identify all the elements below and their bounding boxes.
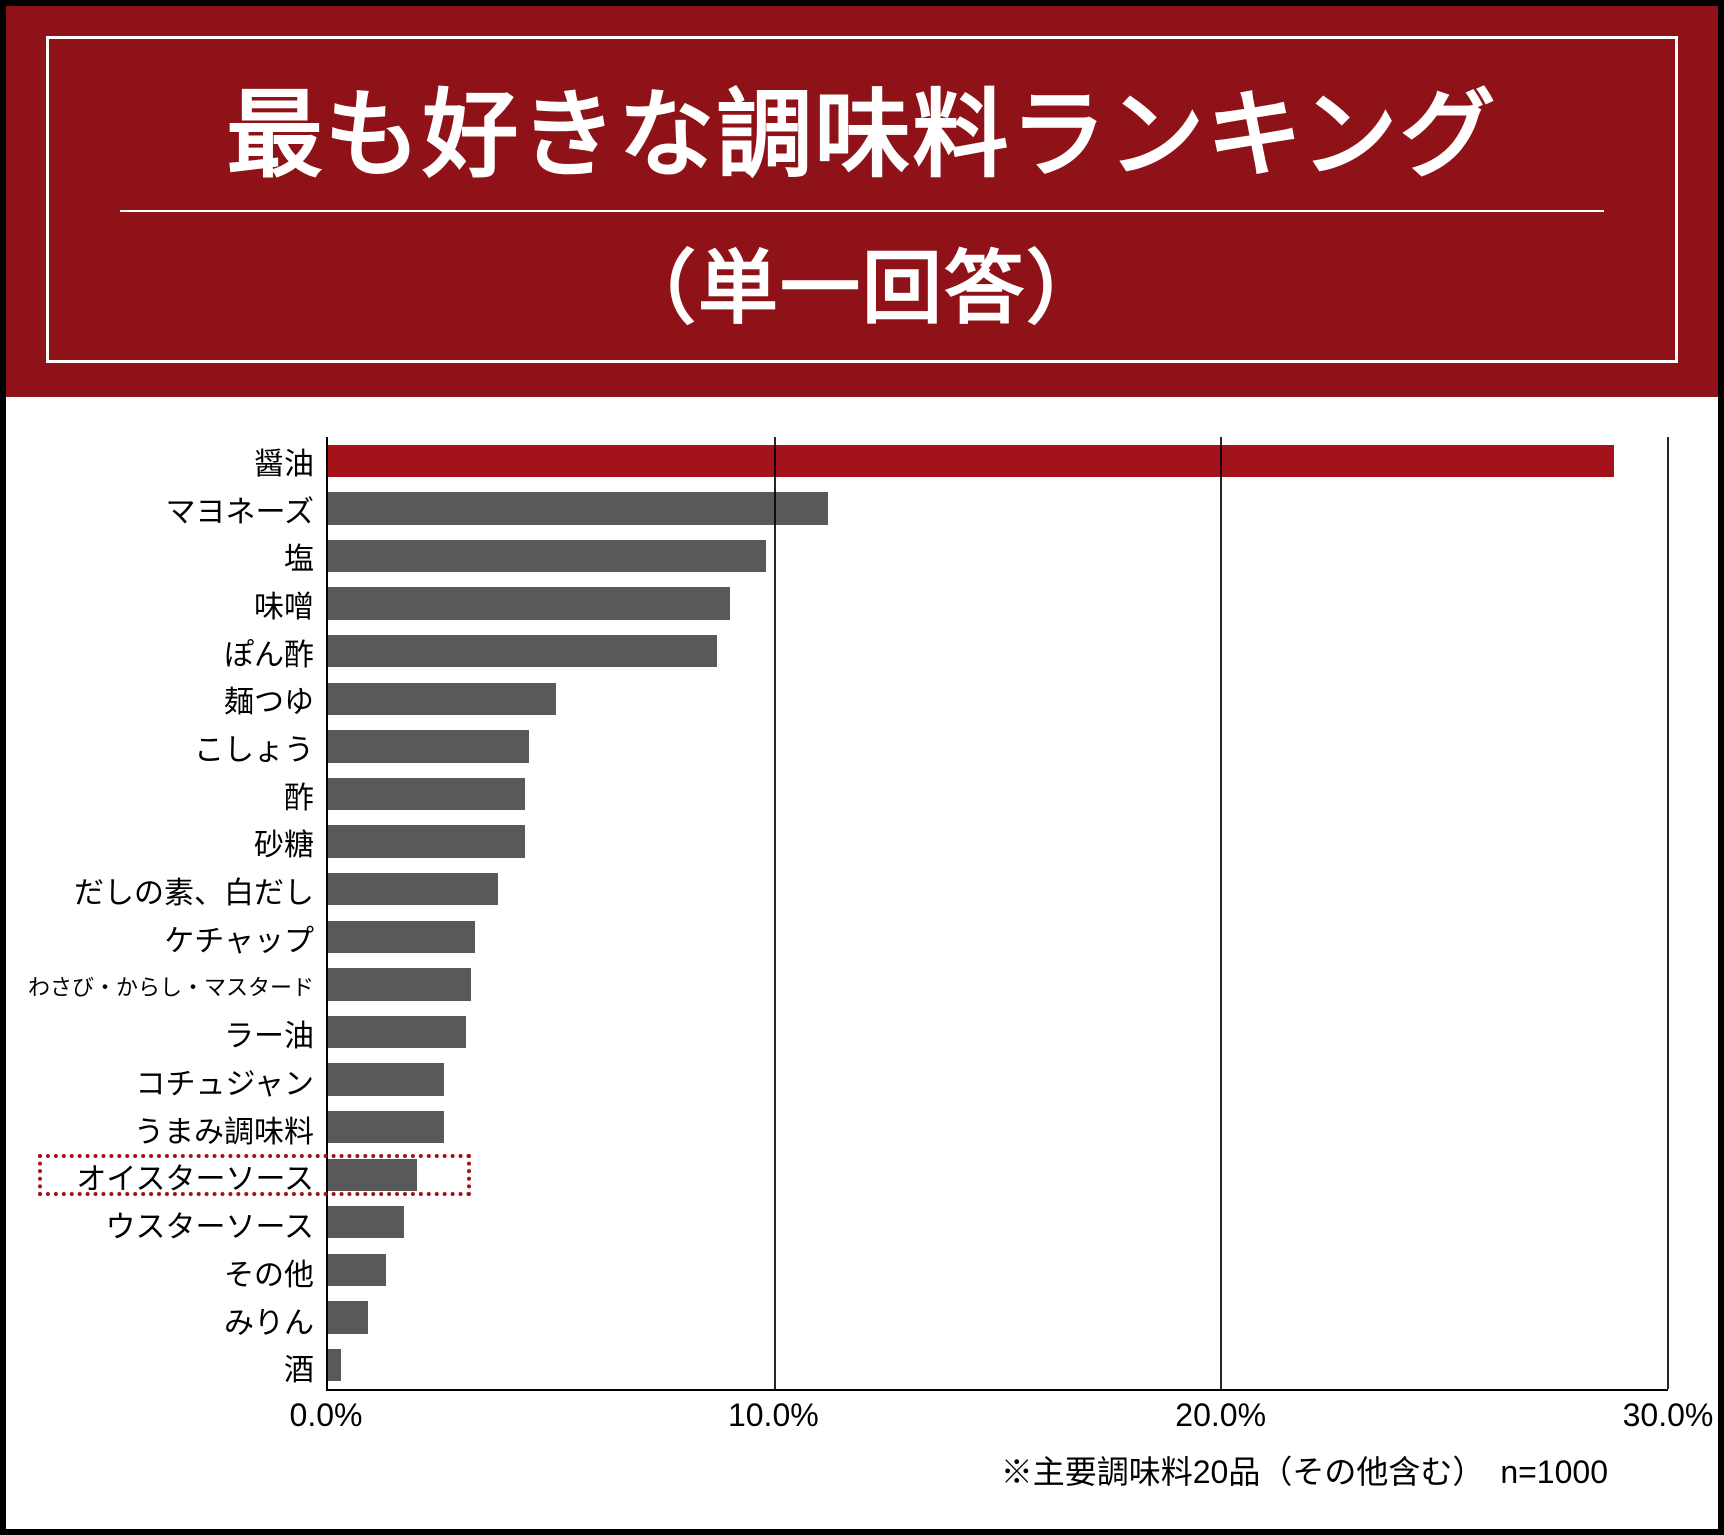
bar [328,873,498,905]
bar [328,492,828,524]
bar [328,587,730,619]
bar-slot [328,770,1668,818]
bar [328,445,1614,477]
y-axis-label: 味噌 [36,580,326,628]
footnote: ※主要調味料20品（その他含む） n=1000 [36,1441,1668,1519]
bar-slot [328,723,1668,771]
y-axis-label: みりん [36,1296,326,1344]
x-axis-tick-label: 20.0% [1175,1397,1266,1434]
bar-slot [328,627,1668,675]
header-banner: 最も好きな調味料ランキング （単一回答） [6,6,1718,397]
bar-slot [328,485,1668,533]
header-title: 最も好きな調味料ランキング [89,57,1635,196]
y-axis-label: コチュジャン [36,1057,326,1105]
bar [328,1159,417,1191]
bar [328,1254,386,1286]
bar [328,1349,341,1381]
x-axis-ticks: 0.0%10.0%20.0%30.0% [326,1391,1668,1441]
plot-row: 醤油マヨネーズ塩味噌ぽん酢麺つゆこしょう酢砂糖だしの素、白だしケチャップわさび・… [36,437,1668,1391]
bar-slot [328,437,1668,485]
bar [328,540,766,572]
bar-slot [328,675,1668,723]
header-divider [120,210,1604,212]
bars-container [328,437,1668,1389]
bar-slot [328,818,1668,866]
y-axis-label: その他 [36,1248,326,1296]
y-axis-label: ケチャップ [36,914,326,962]
bar [328,683,556,715]
y-axis-labels: 醤油マヨネーズ塩味噌ぽん酢麺つゆこしょう酢砂糖だしの素、白だしケチャップわさび・… [36,437,326,1391]
gridline [774,437,776,1389]
bar [328,1016,466,1048]
x-axis-tick-label: 30.0% [1623,1397,1714,1434]
bar-slot [328,1056,1668,1104]
x-axis-tick-label: 10.0% [728,1397,819,1434]
bar [328,635,717,667]
bar-slot [328,580,1668,628]
y-axis-label: オイスターソース [36,1153,326,1201]
y-axis-label: 酒 [36,1343,326,1391]
y-axis-label: 麺つゆ [36,676,326,724]
header-inner-box: 最も好きな調味料ランキング （単一回答） [46,36,1678,363]
plot-region [326,437,1668,1391]
bar-slot [328,1151,1668,1199]
y-axis-label: ウスターソース [36,1200,326,1248]
infographic-container: 最も好きな調味料ランキング （単一回答） 醤油マヨネーズ塩味噌ぽん酢麺つゆこしょ… [0,0,1724,1535]
bar-slot [328,532,1668,580]
bar-slot [328,1246,1668,1294]
y-axis-label: 酢 [36,771,326,819]
y-axis-label: 醤油 [36,437,326,485]
bar [328,1301,368,1333]
y-axis-label: ラー油 [36,1009,326,1057]
bar [328,921,475,953]
x-axis-tick-label: 0.0% [290,1397,363,1434]
y-axis-label: ぽん酢 [36,628,326,676]
bar [328,1111,444,1143]
bar [328,1063,444,1095]
bar-slot [328,1103,1668,1151]
y-axis-label: 砂糖 [36,819,326,867]
y-axis-label: うまみ調味料 [36,1105,326,1153]
bar [328,968,471,1000]
header-subtitle: （単一回答） [89,224,1635,340]
bar-slot [328,865,1668,913]
gridline [1220,437,1222,1389]
bar [328,1206,404,1238]
bar [328,730,529,762]
bar [328,778,525,810]
chart-area: 醤油マヨネーズ塩味噌ぽん酢麺つゆこしょう酢砂糖だしの素、白だしケチャップわさび・… [6,397,1718,1529]
y-axis-label: マヨネーズ [36,485,326,533]
bar-slot [328,1341,1668,1389]
bar-slot [328,1199,1668,1247]
gridline [1667,437,1669,1389]
bar [328,825,525,857]
bar-slot [328,1008,1668,1056]
y-axis-label: 塩 [36,532,326,580]
y-axis-label: こしょう [36,723,326,771]
bar-slot [328,913,1668,961]
y-axis-label: だしの素、白だし [36,866,326,914]
y-axis-label: わさび・からし・マスタード [36,962,326,1010]
bar-slot [328,1294,1668,1342]
bar-slot [328,961,1668,1009]
